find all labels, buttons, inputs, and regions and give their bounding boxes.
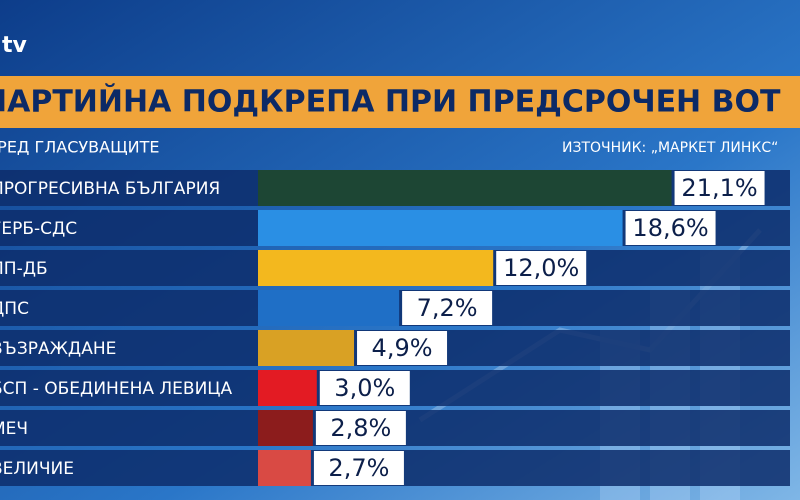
value-label: 2,7%: [328, 454, 389, 482]
bar: [258, 330, 355, 366]
bar: [258, 290, 400, 326]
title-band: [0, 76, 800, 128]
chart-title: ПАРТИЙНА ПОДКРЕПА ПРИ ПРЕДСРОЧЕН ВОТ: [0, 84, 781, 120]
value-box: [315, 411, 406, 445]
logo: tv: [2, 33, 28, 58]
category-label: ВЕЛИЧИЕ: [0, 459, 74, 479]
bar: [258, 250, 494, 286]
value-label: 12,0%: [503, 254, 579, 282]
category-label: ДПС: [0, 299, 29, 319]
value-label: 18,6%: [632, 214, 708, 242]
value-label: 7,2%: [417, 294, 478, 322]
category-label: ВЪЗРАЖДАНЕ: [0, 339, 116, 359]
bar: [258, 450, 311, 486]
category-label: ПРОГРЕСИВНА БЪЛГАРИЯ: [0, 179, 220, 199]
value-label: 2,8%: [330, 414, 391, 442]
category-label: ГЕРБ-СДС: [0, 219, 77, 239]
chart-subtitle: СРЕД ГЛАСУВАЩИТЕ: [0, 138, 159, 157]
bar: [258, 370, 317, 406]
bar: [258, 170, 672, 206]
category-label: БСП - ОБЕДИНЕНА ЛЕВИЦА: [0, 379, 232, 399]
category-label: ПП-ДБ: [0, 259, 48, 279]
chart-source: ИЗТОЧНИК: „МАРКЕТ ЛИНКС“: [562, 140, 778, 156]
value-box: [313, 451, 404, 485]
value-box: [357, 331, 448, 365]
value-label: 21,1%: [681, 174, 757, 202]
value-box: [625, 211, 716, 245]
bar: [258, 210, 623, 246]
bar: [258, 410, 313, 446]
value-box: [674, 171, 765, 205]
value-label: 3,0%: [334, 374, 395, 402]
category-label: МЕЧ: [0, 419, 28, 439]
bars: ПРОГРЕСИВНА БЪЛГАРИЯ 21,1% ГЕРБ-СДС 18,6% ПП…: [0, 170, 790, 486]
value-label: 4,9%: [372, 334, 433, 362]
value-box: [496, 251, 587, 285]
value-box: [402, 291, 493, 325]
value-box: [319, 371, 410, 405]
